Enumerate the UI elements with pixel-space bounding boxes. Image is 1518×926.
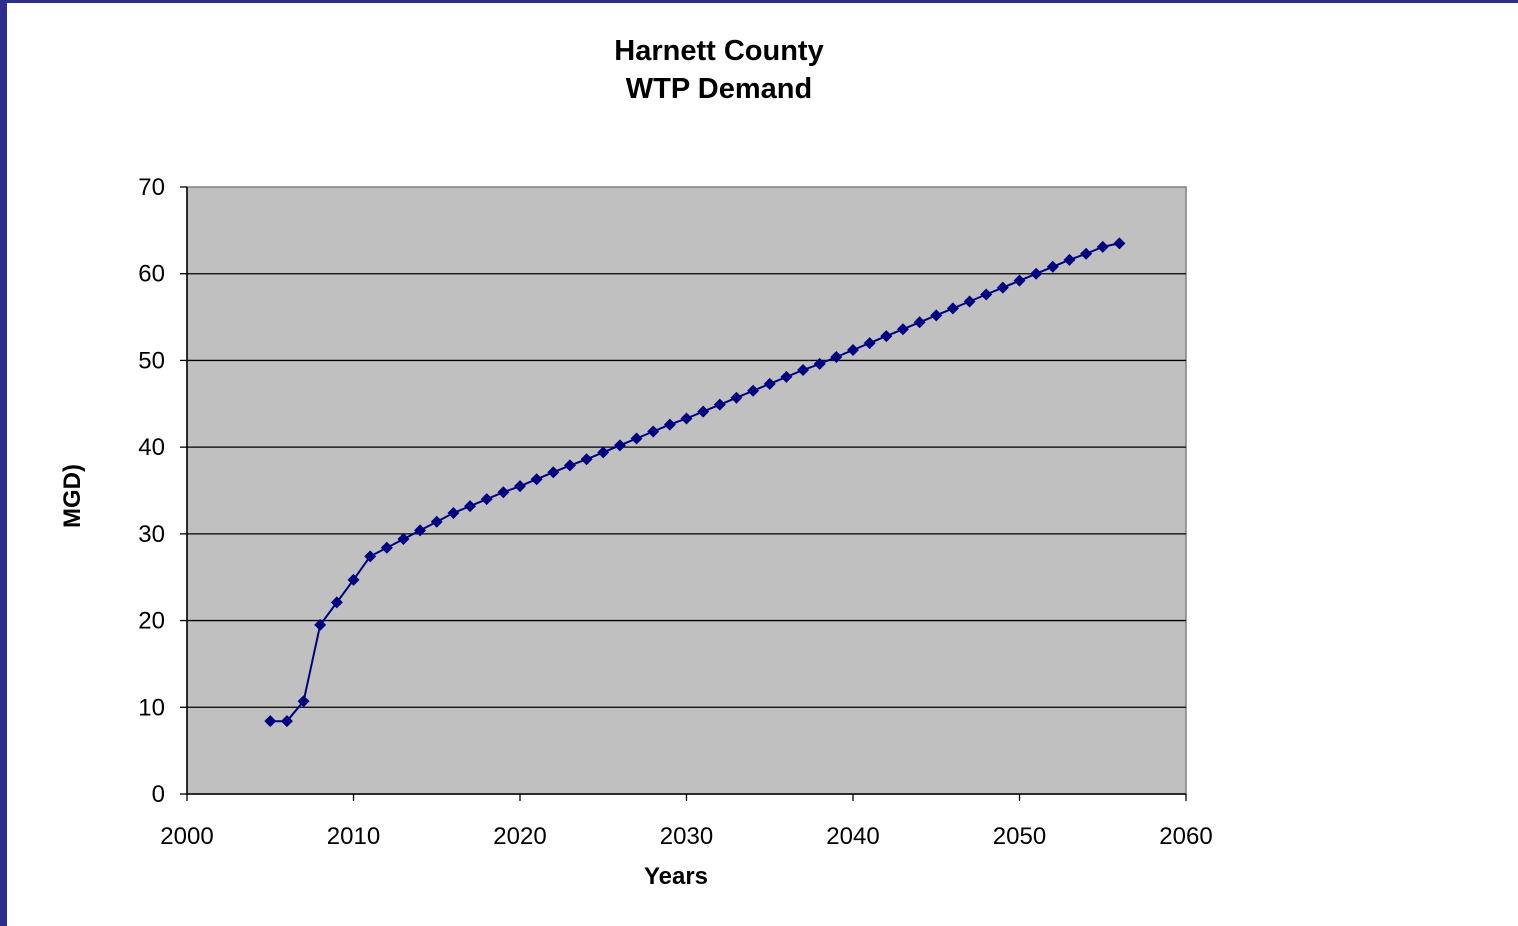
data-point (747, 384, 760, 397)
x-tick-labels: 2000 2010 2020 2030 2040 2050 2060 (160, 823, 1212, 850)
y-tick-labels: 0 10 20 30 40 50 60 70 (138, 174, 165, 808)
data-point (1096, 240, 1109, 253)
slide-frame-left (0, 0, 7, 926)
plot-area (186, 186, 1187, 795)
x-tick-label: 2020 (493, 823, 546, 850)
data-point (580, 453, 593, 466)
data-point (1013, 274, 1026, 287)
data-point (280, 715, 293, 728)
data-point (896, 323, 909, 336)
gridlines (187, 273, 1186, 708)
y-axis-label: MGD) (59, 464, 86, 528)
y-tick-label: 10 (138, 694, 165, 721)
data-point (963, 295, 976, 308)
data-point (380, 541, 393, 554)
data-point (430, 515, 443, 528)
data-point (1113, 237, 1126, 250)
data-point (597, 446, 610, 459)
data-point (530, 473, 543, 486)
data-point (830, 350, 843, 363)
data-point (547, 466, 560, 479)
data-point (264, 715, 277, 728)
data-point (980, 288, 993, 301)
data-point (630, 432, 643, 445)
data-point (647, 425, 660, 438)
data-point (996, 281, 1009, 294)
data-point (780, 370, 793, 383)
data-point (730, 391, 743, 404)
data-point (514, 480, 526, 493)
x-axis-label: Years (644, 863, 708, 890)
data-point (847, 344, 859, 357)
data-point (797, 363, 810, 376)
data-point (713, 398, 726, 411)
data-point (464, 500, 477, 513)
series-demand (264, 237, 1126, 728)
y-tick-label: 30 (138, 521, 165, 548)
data-point (1046, 260, 1059, 273)
y-tick-label: 50 (138, 347, 165, 374)
y-tick-label: 20 (138, 608, 165, 635)
data-point (397, 533, 410, 546)
data-point (663, 418, 676, 431)
data-point (1080, 247, 1093, 260)
data-point (330, 596, 343, 609)
data-point (1063, 253, 1076, 266)
chart-title-line-1: Harnett County (614, 35, 823, 67)
data-point (447, 507, 460, 520)
data-point (946, 302, 959, 315)
x-tick-label: 2060 (1159, 823, 1212, 850)
data-point (680, 412, 693, 425)
x-tick-label: 2050 (993, 823, 1046, 850)
data-point (563, 459, 576, 472)
data-point (497, 486, 510, 499)
chart-title-line-2: WTP Demand (626, 73, 812, 105)
data-point (613, 439, 626, 452)
x-tick-label: 2010 (327, 823, 380, 850)
data-point (480, 493, 493, 506)
y-tick-label: 40 (138, 434, 165, 461)
data-point (763, 377, 776, 390)
data-point (930, 309, 943, 322)
data-point (813, 357, 826, 370)
axes (180, 186, 1187, 801)
y-tick-label: 60 (138, 261, 165, 288)
slide-frame-top (0, 0, 1518, 3)
data-point (913, 316, 926, 329)
data-point (697, 405, 710, 418)
data-point (880, 330, 893, 343)
x-tick-label: 2000 (160, 823, 213, 850)
data-point (297, 695, 310, 708)
x-tick-label: 2030 (660, 823, 713, 850)
data-point (414, 524, 427, 537)
x-tick-label: 2040 (826, 823, 879, 850)
series-line (270, 242, 1120, 723)
data-point (314, 618, 327, 631)
y-tick-label: 70 (138, 174, 165, 201)
data-point (1030, 267, 1043, 280)
y-tick-label: 0 (152, 781, 165, 808)
data-point (863, 337, 876, 350)
data-point (364, 550, 377, 563)
data-point (347, 573, 360, 586)
